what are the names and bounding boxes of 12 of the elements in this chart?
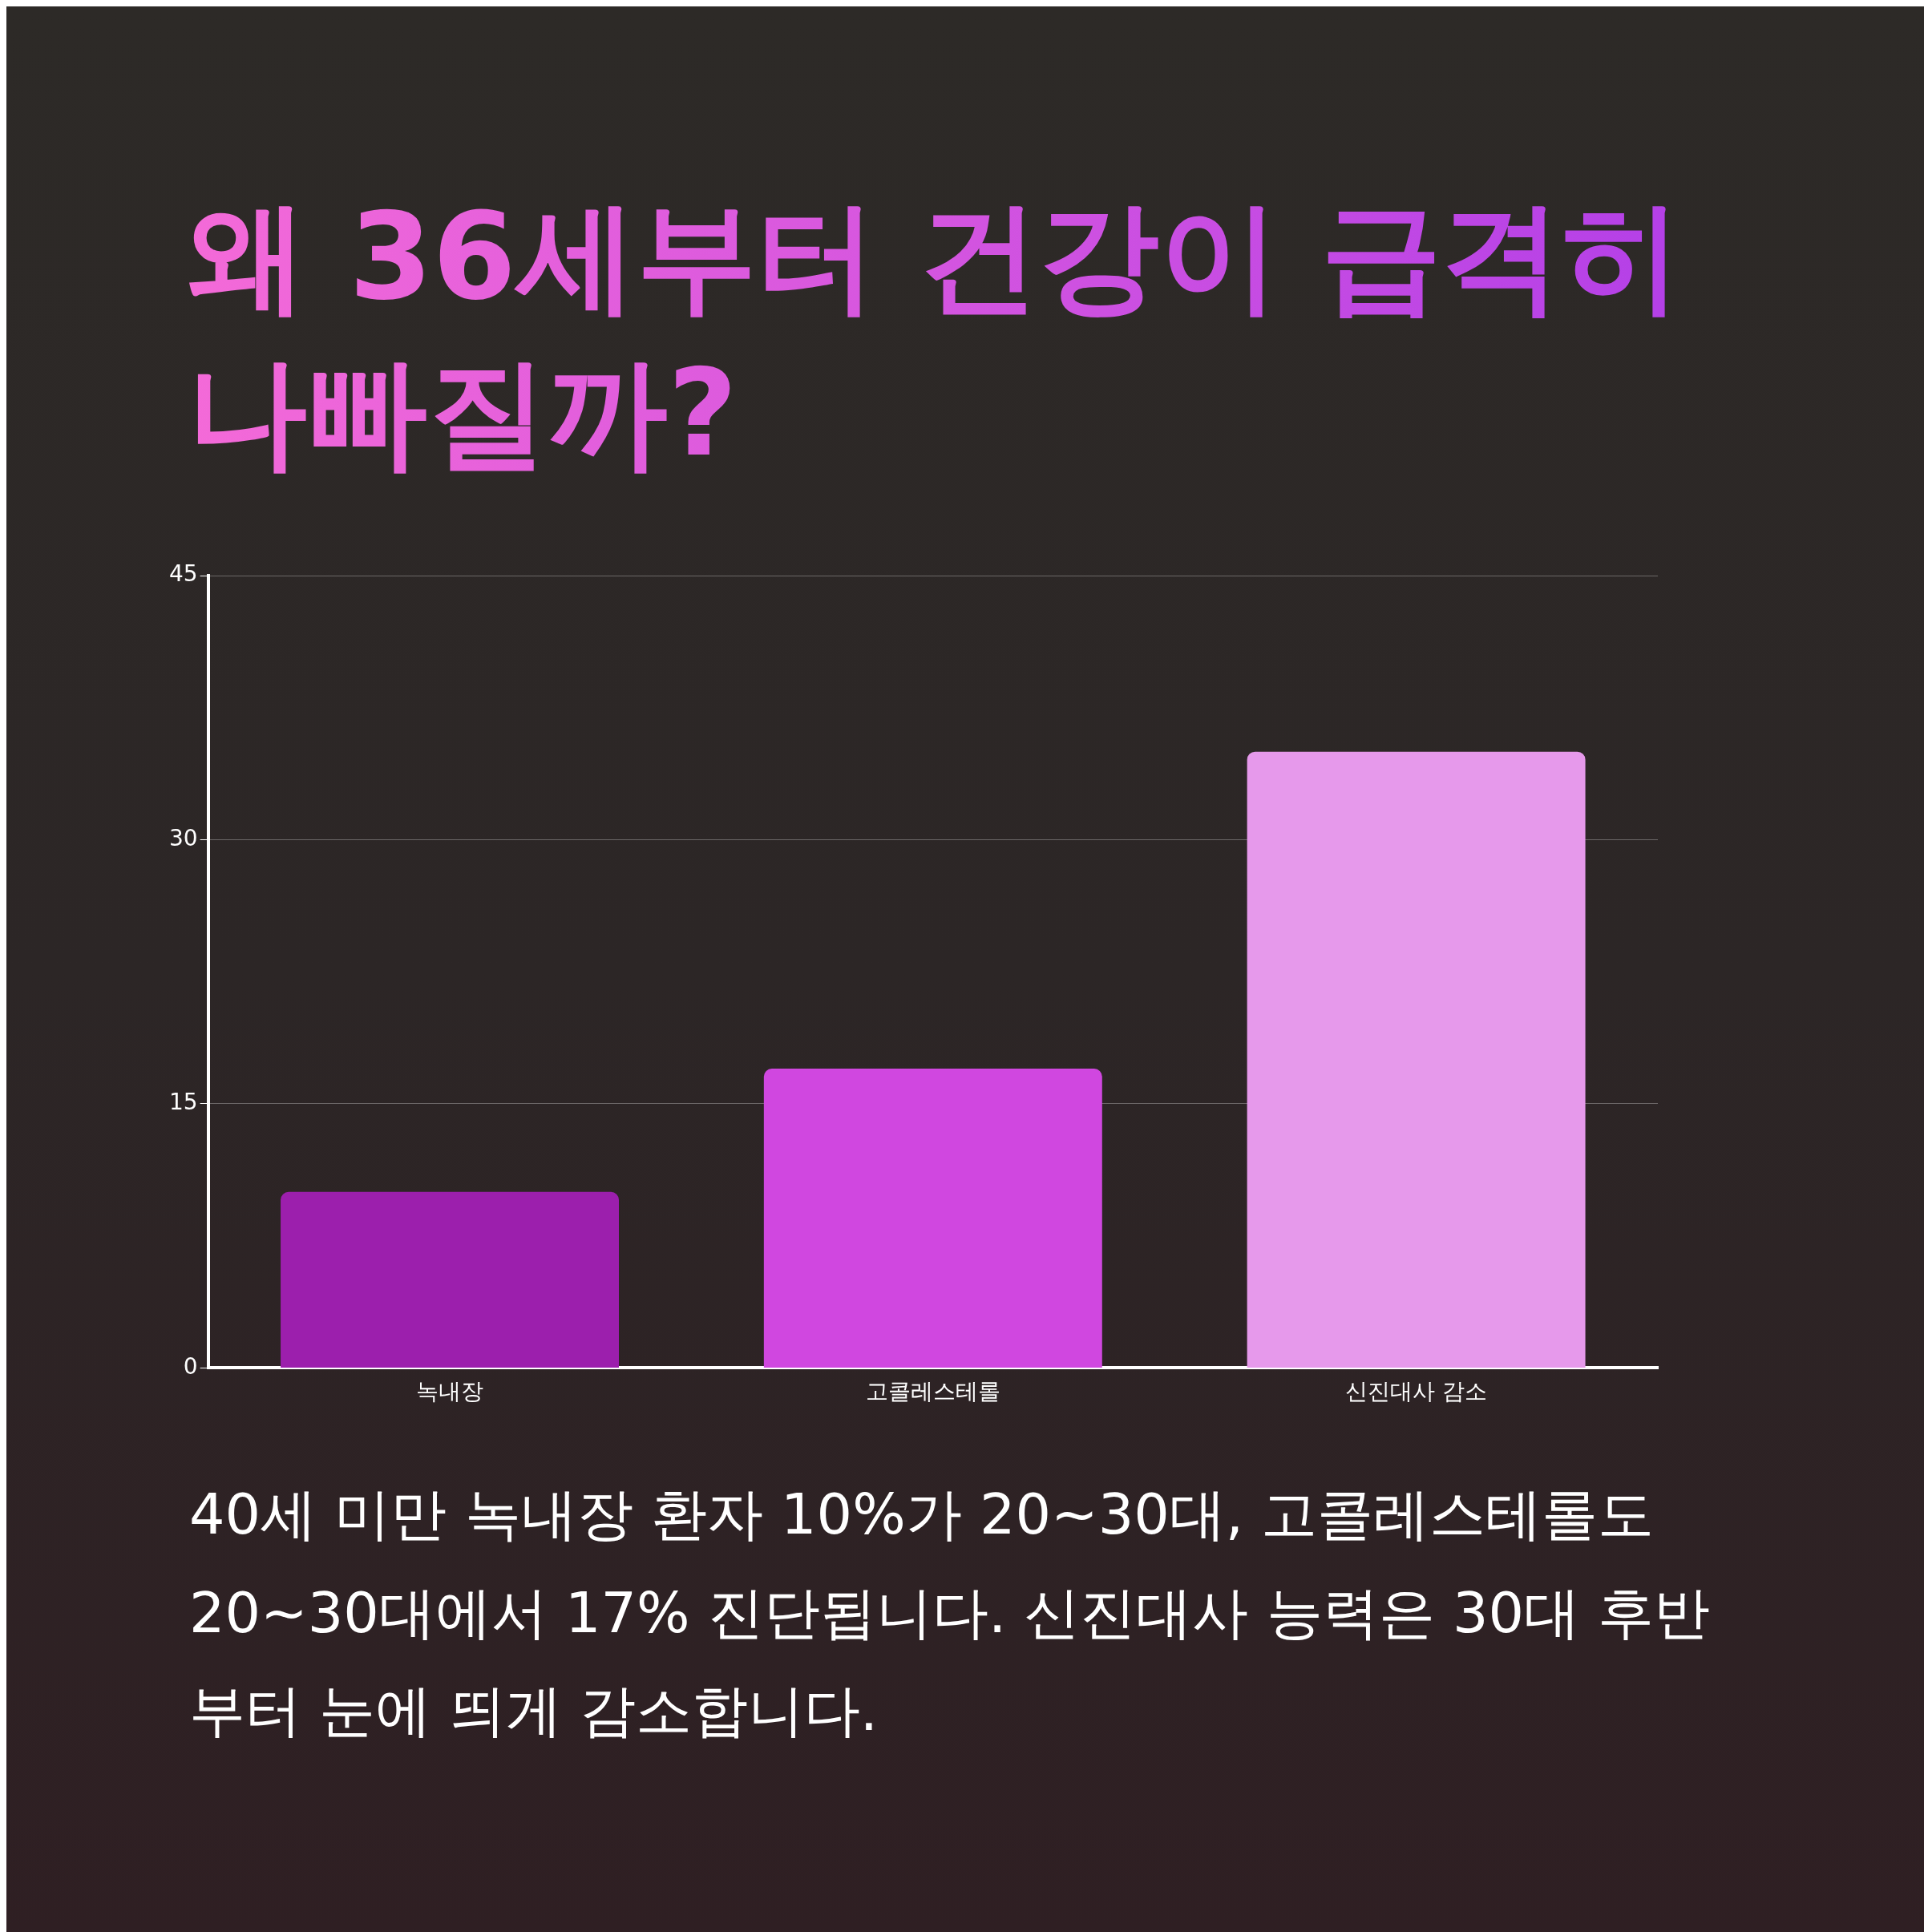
bar xyxy=(763,1069,1102,1368)
chart-title: 왜 36세부터 건강이 급격히 나빠질까? xyxy=(187,179,1774,491)
x-tick-label: 녹내장 xyxy=(416,1378,484,1405)
y-tick-label: 0 xyxy=(183,1352,198,1380)
x-tick-label: 신진대사 감소 xyxy=(1345,1378,1488,1405)
bar xyxy=(281,1191,619,1368)
x-tick-label: 고콜레스테롤 xyxy=(865,1378,1000,1405)
y-tick-label: 30 xyxy=(168,824,198,851)
y-tick-label: 45 xyxy=(168,560,198,588)
y-tick-label: 15 xyxy=(168,1089,198,1116)
bar xyxy=(1247,751,1586,1368)
text: 40세 미만 녹내장 환자 10%가 20~30대, 고콜레스테롤도 20~30대에서 17% 진단됩니다. 신진대사 능력은 30대 후반부터 눈에 띄게 감소합니다. xyxy=(189,1481,1712,1745)
